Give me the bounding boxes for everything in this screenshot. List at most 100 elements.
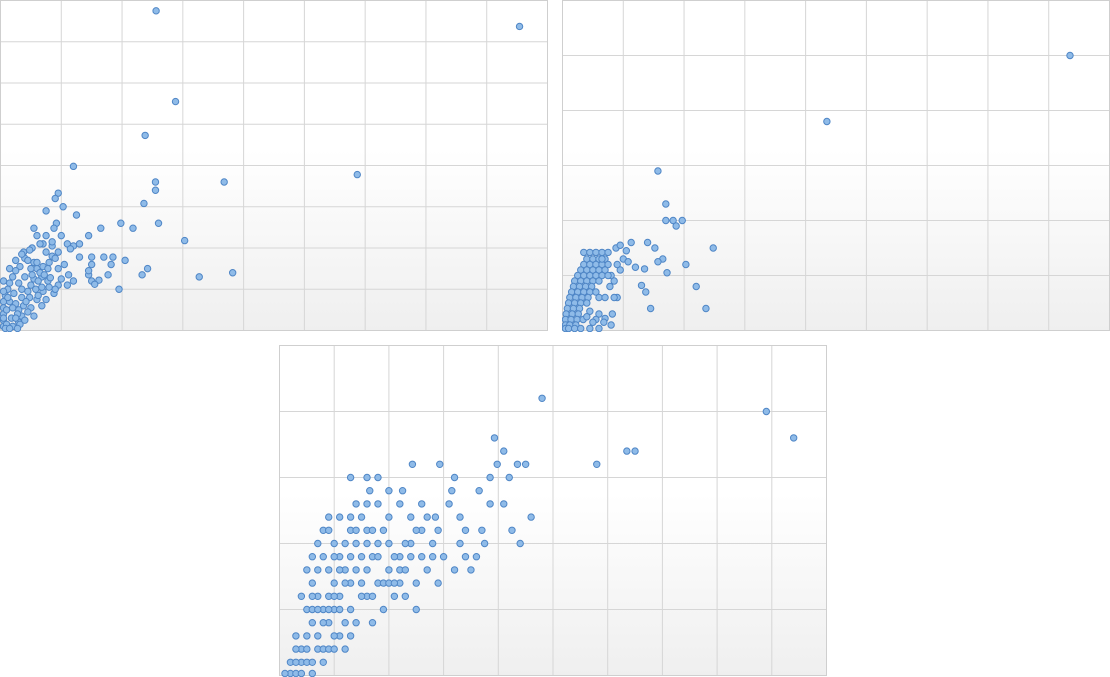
scatter-point [662,216,670,225]
chart-panel-top-right [562,0,1110,332]
scatter-point [10,289,18,298]
scatter-point [36,240,44,248]
scatter-point [314,566,322,574]
scatter-point [651,244,659,252]
scatter-point [28,271,36,279]
scatter-point [104,271,112,279]
scatter-point [521,460,530,469]
scatter-point [461,553,470,561]
scatter-point [13,324,22,332]
scatter-point [398,487,407,495]
scatter-point [598,255,606,263]
scatter-point [54,189,62,197]
scatter-point [69,162,78,171]
scatter-point [69,277,78,285]
scatter-point [702,304,710,313]
scatter-point [330,539,338,548]
scatter-point [401,592,410,601]
scatter-point [220,178,228,186]
scatter-point [616,241,624,249]
scatter-point [346,632,355,640]
scatter-point [27,264,35,273]
scatter-point [654,258,662,266]
scatter-point [515,22,524,31]
scatter-point [486,500,494,508]
scatter-point [25,246,34,254]
scatter-point [586,324,594,332]
plot-border [279,345,827,676]
scatter-point [171,97,180,106]
scatter-point [624,258,632,266]
scatter-point [140,199,148,208]
scatter-point [51,285,59,293]
scatter-point [374,473,382,482]
scatter-point [341,579,349,587]
scatter-point [330,553,338,561]
scatter-point [352,566,360,574]
scatter-point [600,318,608,326]
scatter-point [592,248,600,257]
scatter-point [623,447,631,455]
scatter-point [138,271,146,279]
scatter-point [709,244,717,252]
scatter-point [21,316,29,324]
scatter-point [592,288,600,296]
scatter-point [303,632,311,640]
scatter-point [374,553,382,561]
scatter-point [390,592,399,601]
scatter-point [292,632,300,640]
scatter-point [54,248,62,256]
scatter-point [379,605,388,614]
scatter-point [1066,51,1074,60]
scatter-point [152,7,160,15]
scatter-point [27,281,35,289]
scatter-point [385,513,393,521]
scatter-point [115,285,123,293]
scatter-point [646,304,655,313]
scatter-point [527,513,535,521]
scatter-point [352,539,360,548]
scatter-point [478,526,486,535]
scatter-point [0,287,8,296]
scatter-point [352,526,360,535]
gridlines [0,0,548,331]
scatter-point [4,293,12,302]
scatter-point [60,260,69,269]
scatter-point [428,539,437,548]
scatter-point [357,553,366,561]
scatter-point [314,605,322,614]
scatter-point [357,513,366,521]
scatter-point [141,131,149,140]
scatter-point [428,553,437,561]
scatter-point [368,592,377,601]
scatter-point [75,253,84,261]
gridlines [279,345,827,676]
scatter-point [308,553,317,561]
scatter-point [319,553,327,561]
scatter-point [38,283,46,291]
scatter-point [42,295,50,304]
scatter-point [330,592,338,601]
scatter-point [346,553,355,561]
scatter-point [228,269,237,277]
scatter-point [18,285,26,293]
scatter-point [335,513,344,521]
scatter-point [5,279,14,287]
scatter-point [461,526,470,535]
scatter-point [45,283,53,291]
scatter-point [87,253,96,261]
scatter-point [33,258,41,267]
scatter-point [472,553,481,561]
scatter-point [593,460,601,469]
scatter-point [51,194,59,203]
scatter-point [762,407,771,416]
scatter-point [18,250,26,258]
scatter-point [595,310,603,318]
scatter-point [423,566,431,574]
scatter-point [21,273,29,281]
scatter-point [606,282,614,291]
scatter-point [30,312,38,320]
scatter-point [64,271,73,279]
scatter-point [408,460,417,469]
scatter-point [121,256,129,265]
